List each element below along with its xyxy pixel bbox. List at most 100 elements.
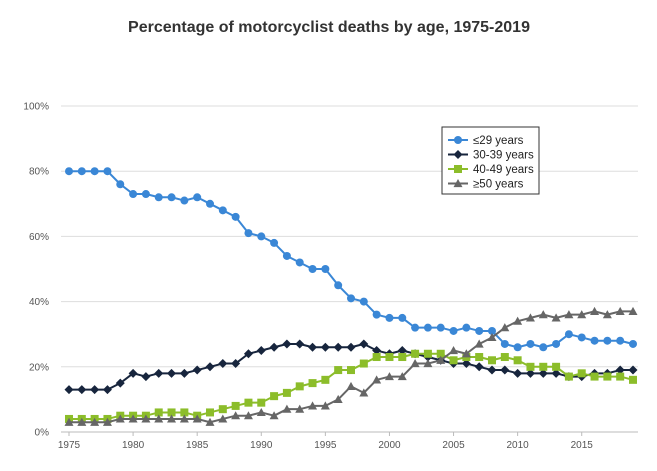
data-point — [475, 353, 484, 362]
y-tick-label: 40% — [29, 297, 49, 308]
data-point — [154, 414, 164, 423]
data-point — [500, 323, 510, 332]
data-point — [551, 368, 561, 378]
data-point — [192, 414, 202, 423]
y-tick-label: 60% — [29, 232, 49, 243]
x-tick-label: 1990 — [250, 440, 273, 451]
data-point — [628, 306, 638, 315]
data-point — [308, 401, 318, 410]
data-point — [615, 306, 625, 315]
data-point — [231, 401, 240, 410]
data-point — [269, 411, 279, 420]
data-point — [206, 408, 214, 417]
data-point — [179, 414, 189, 423]
data-point — [616, 372, 625, 381]
data-point — [333, 342, 343, 352]
data-point — [487, 365, 497, 375]
data-point — [372, 310, 381, 319]
data-point — [334, 366, 343, 375]
data-point — [308, 379, 317, 388]
data-point — [461, 359, 471, 369]
data-point — [257, 398, 266, 407]
data-point — [64, 385, 74, 395]
y-tick-label: 20% — [29, 362, 49, 373]
data-point — [436, 323, 445, 332]
data-point — [564, 372, 573, 381]
axes: 0% 20% 40% 60% 80% 100% 1975 1980 1985 1990 1995 20… — [23, 102, 638, 451]
data-point — [308, 342, 318, 352]
data-point — [346, 342, 356, 352]
data-point — [115, 414, 125, 423]
data-point — [615, 365, 625, 375]
data-point — [167, 368, 177, 378]
data-point — [154, 408, 163, 417]
x-tick-label: 1985 — [186, 440, 209, 451]
data-point — [603, 372, 612, 381]
data-point — [590, 336, 599, 345]
data-point — [538, 368, 548, 378]
legend-marker — [453, 150, 463, 159]
data-point — [552, 362, 561, 371]
data-point — [359, 339, 369, 349]
data-point — [449, 346, 459, 355]
data-point — [359, 297, 368, 306]
data-point — [590, 306, 600, 315]
x-tick-label: 1980 — [122, 440, 145, 451]
y-tick-label: 80% — [29, 167, 49, 178]
data-point — [577, 369, 586, 378]
data-point — [103, 167, 112, 176]
data-point — [180, 196, 189, 205]
data-point — [180, 408, 189, 417]
series-line — [69, 170, 634, 349]
data-point — [436, 355, 446, 364]
data-point — [513, 343, 522, 352]
data-point — [500, 353, 509, 362]
data-point — [206, 199, 214, 208]
data-point — [628, 365, 638, 375]
data-point — [359, 388, 369, 397]
data-point — [333, 394, 343, 403]
data-point — [629, 339, 637, 348]
data-point — [295, 404, 305, 413]
data-point — [423, 349, 432, 358]
x-tick-label: 2000 — [378, 440, 401, 451]
data-point — [116, 180, 125, 189]
data-point — [384, 372, 394, 381]
data-point — [423, 359, 433, 368]
legend-marker — [454, 136, 462, 144]
data-point — [564, 310, 574, 319]
data-point — [474, 339, 484, 348]
data-point — [256, 407, 266, 417]
data-point — [539, 362, 548, 371]
legend-marker — [453, 179, 463, 188]
x-tick-label: 2010 — [507, 440, 530, 451]
data-point — [526, 339, 535, 348]
data-point — [167, 408, 176, 417]
data-point — [128, 414, 138, 423]
data-point — [372, 353, 381, 362]
data-point — [218, 405, 227, 414]
data-point — [270, 238, 279, 247]
data-point — [397, 346, 407, 355]
data-point — [500, 365, 510, 375]
data-point — [102, 385, 112, 395]
x-tick-label: 2015 — [571, 440, 594, 451]
series-4 — [64, 306, 638, 426]
data-point — [397, 372, 407, 381]
data-point — [539, 343, 548, 352]
data-point — [257, 232, 266, 241]
data-point — [385, 353, 394, 362]
data-point — [487, 332, 497, 342]
data-point — [577, 310, 587, 319]
data-point — [462, 323, 471, 332]
data-point — [488, 326, 496, 335]
data-point — [218, 359, 228, 369]
series-2 — [64, 339, 638, 395]
data-point — [525, 368, 535, 378]
legend-label: ≥50 years — [473, 179, 524, 191]
data-point — [243, 411, 253, 420]
data-point — [128, 368, 138, 378]
data-point — [308, 265, 317, 273]
data-point — [90, 385, 100, 395]
data-point — [449, 356, 458, 365]
